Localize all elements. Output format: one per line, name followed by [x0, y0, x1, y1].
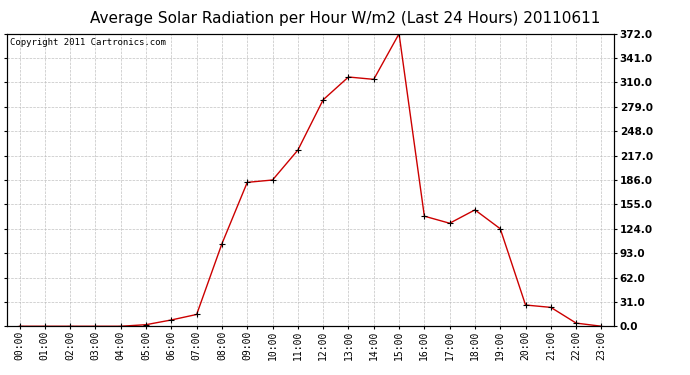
Text: Average Solar Radiation per Hour W/m2 (Last 24 Hours) 20110611: Average Solar Radiation per Hour W/m2 (L… — [90, 11, 600, 26]
Text: Copyright 2011 Cartronics.com: Copyright 2011 Cartronics.com — [10, 38, 166, 47]
